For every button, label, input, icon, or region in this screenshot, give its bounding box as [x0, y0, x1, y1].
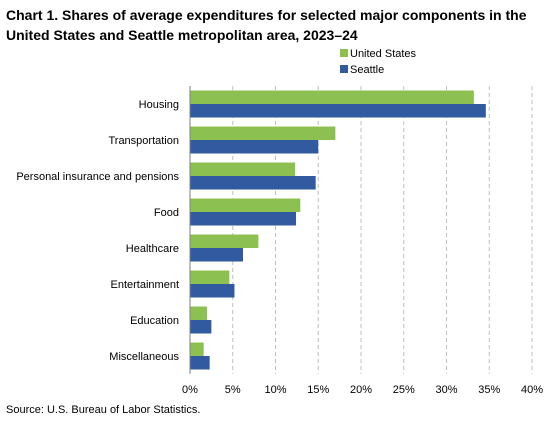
category-label-food: Food: [154, 207, 179, 219]
bar-personal-insurance-and-pensions-united-states: [190, 162, 296, 176]
category-label-miscellaneous: Miscellaneous: [109, 351, 179, 363]
category-label-housing: Housing: [139, 99, 179, 111]
legend: United States Seattle: [340, 48, 417, 76]
category-label-transportation: Transportation: [108, 135, 179, 147]
x-tick-label: 20%: [350, 384, 372, 396]
bar-education-seattle: [190, 320, 212, 334]
legend-swatch-seattle: [340, 65, 348, 73]
bar-personal-insurance-and-pensions-seattle: [190, 176, 316, 190]
bar-housing-seattle: [190, 104, 486, 118]
legend-label-seattle: Seattle: [350, 64, 384, 76]
x-tick-label: 5%: [225, 384, 241, 396]
bar-housing-united-states: [190, 90, 474, 104]
bars: [190, 90, 486, 370]
bar-transportation-united-states: [190, 126, 336, 140]
source-note: Source: U.S. Bureau of Labor Statistics.: [6, 404, 201, 416]
x-tick-label: 40%: [521, 384, 543, 396]
bar-food-united-states: [190, 198, 301, 212]
x-tick-label: 35%: [478, 384, 500, 396]
category-label-personal-insurance-and-pensions: Personal insurance and pensions: [16, 171, 179, 183]
bar-education-united-states: [190, 306, 208, 320]
bar-entertainment-united-states: [190, 270, 230, 284]
gridlines: [232, 86, 533, 374]
chart-title: Chart 1. Shares of average expenditures …: [6, 7, 527, 43]
bar-food-seattle: [190, 212, 297, 226]
category-label-healthcare: Healthcare: [126, 243, 179, 255]
x-axis-tick-labels: 0% 5% 10% 15% 20% 25% 30% 35% 40%: [182, 384, 543, 396]
bar-healthcare-seattle: [190, 248, 244, 262]
bar-miscellaneous-seattle: [190, 356, 210, 370]
x-tick-label: 0%: [182, 384, 198, 396]
x-tick-label: 15%: [307, 384, 329, 396]
category-label-education: Education: [130, 315, 179, 327]
bar-miscellaneous-united-states: [190, 342, 204, 356]
x-tick-label: 10%: [264, 384, 286, 396]
legend-label-united-states: United States: [350, 48, 417, 60]
bar-chart: Housing Transportation Personal insurance …: [16, 48, 543, 396]
category-labels: Housing Transportation Personal insurance …: [16, 99, 179, 363]
x-tick-label: 30%: [435, 384, 457, 396]
category-label-entertainment: Entertainment: [111, 279, 179, 291]
x-tick-label: 25%: [393, 384, 415, 396]
legend-swatch-united-states: [340, 49, 348, 57]
bar-entertainment-seattle: [190, 284, 235, 298]
bar-healthcare-united-states: [190, 234, 259, 248]
bar-transportation-seattle: [190, 140, 319, 154]
